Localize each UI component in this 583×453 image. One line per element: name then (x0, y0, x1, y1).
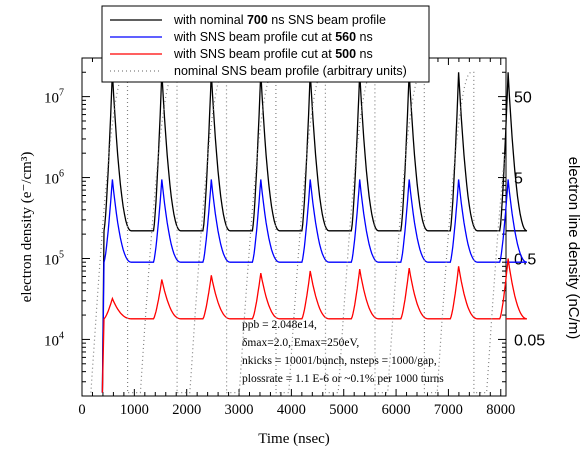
y-axis-label-right: electron line density (nC/m) (565, 157, 582, 340)
x-tick-label: 1000 (120, 402, 149, 418)
y-tick-label-right: 5 (514, 171, 523, 188)
x-tick-label: 5000 (329, 402, 358, 418)
x-tick-label: 0 (78, 402, 85, 418)
legend-box (101, 5, 430, 83)
legend-label-cut500: with SNS beam profile cut at 500 ns (173, 47, 373, 61)
series-line-nominal (101, 72, 528, 393)
legend-label-profile: nominal SNS beam profile (arbitrary unit… (174, 64, 407, 78)
y-tick-label-right: 50 (514, 90, 532, 107)
annotation-line-3: nkicks = 10001/bunch, nsteps = 1000/gap, (242, 355, 437, 367)
x-tick-label: 4000 (277, 402, 306, 418)
ticks: 0 1000 2000 3000 4000 5000 6000 7000 8000 104 105 1… (44, 57, 545, 418)
y-tick-label-left: 107 (44, 88, 64, 107)
annotation-block: ppb = 2.048e14, δmax=2.0, Emax=250eV, nk… (242, 319, 444, 385)
x-tick-label: 3000 (225, 402, 254, 418)
y-tick-label-left: 106 (44, 169, 64, 188)
x-tick-label: 6000 (382, 402, 411, 418)
y-axis-label-left: electron density (e⁻/cm³) (19, 152, 35, 303)
legend-label-cut560: with SNS beam profile cut at 560 ns (173, 30, 373, 44)
y-tick-label-right: 0.5 (514, 251, 536, 268)
y-tick-label-left: 105 (44, 249, 64, 268)
x-axis-label: Time (nsec) (258, 431, 330, 447)
annotation-line-4: plossrate = 1.1 E-6 or ~0.1% per 1000 tu… (242, 373, 444, 385)
x-tick-label: 8000 (486, 402, 515, 418)
annotation-line-1: ppb = 2.048e14, (242, 319, 317, 331)
y-tick-label-right: 0.05 (514, 332, 545, 349)
series-line-profile (90, 71, 506, 394)
legend: with nominal 700 ns SNS beam profile with… (110, 13, 407, 78)
annotation-line-2: δmax=2.0, Emax=250eV, (242, 337, 359, 349)
legend-label-nominal: with nominal 700 ns SNS beam profile (173, 13, 386, 27)
x-tick-label: 2000 (172, 402, 201, 418)
x-tick-label: 7000 (434, 402, 463, 418)
series-line-cut500 (101, 258, 527, 393)
y-tick-label-left: 104 (44, 330, 64, 349)
series-line-cut560 (101, 179, 528, 393)
series-group (90, 71, 528, 394)
